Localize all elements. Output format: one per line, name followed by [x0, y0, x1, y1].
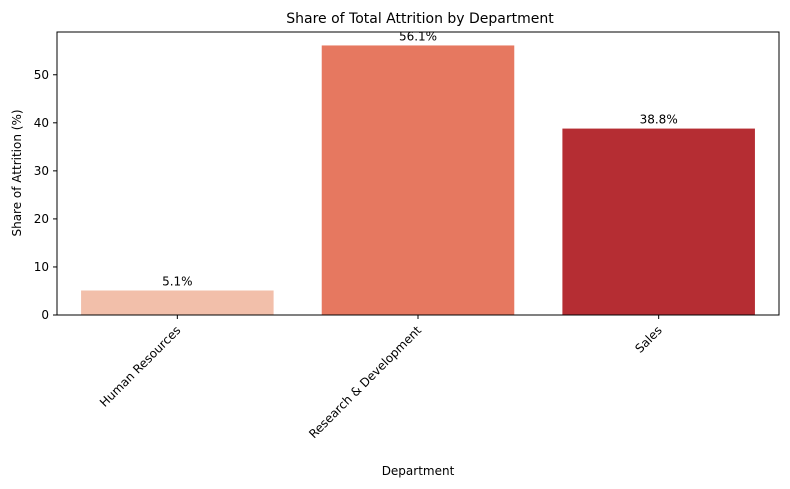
- bar-value-label: 38.8%: [640, 113, 678, 127]
- x-axis-label: Department: [382, 464, 455, 478]
- bar-value-label: 5.1%: [162, 274, 193, 288]
- y-axis: 0 10 20 30 40 50: [34, 68, 57, 322]
- y-tick-label: 10: [34, 260, 49, 274]
- bar-labels-group: 5.1% 56.1% 38.8%: [162, 29, 678, 288]
- y-tick-label: 40: [34, 116, 49, 130]
- x-tick-label: Research & Development: [306, 323, 424, 441]
- x-axis: Human Resources Research & Development Sal…: [97, 315, 665, 441]
- y-axis-label: Share of Attrition (%): [10, 109, 24, 236]
- y-tick-label: 30: [34, 164, 49, 178]
- bar-value-label: 56.1%: [399, 29, 437, 43]
- bar-research-development: [321, 45, 515, 316]
- x-tick-label: Human Resources: [97, 323, 184, 410]
- x-tick-label: Sales: [632, 323, 664, 355]
- plot-frame: [56, 31, 780, 316]
- y-tick-label: 0: [41, 308, 49, 322]
- bar-human-resources: [81, 290, 274, 315]
- y-tick-label: 50: [34, 68, 49, 82]
- bars-group: [81, 45, 755, 316]
- chart-title: Share of Total Attrition by Department: [286, 11, 554, 27]
- y-tick-label: 20: [34, 212, 49, 226]
- bar-sales: [562, 128, 755, 315]
